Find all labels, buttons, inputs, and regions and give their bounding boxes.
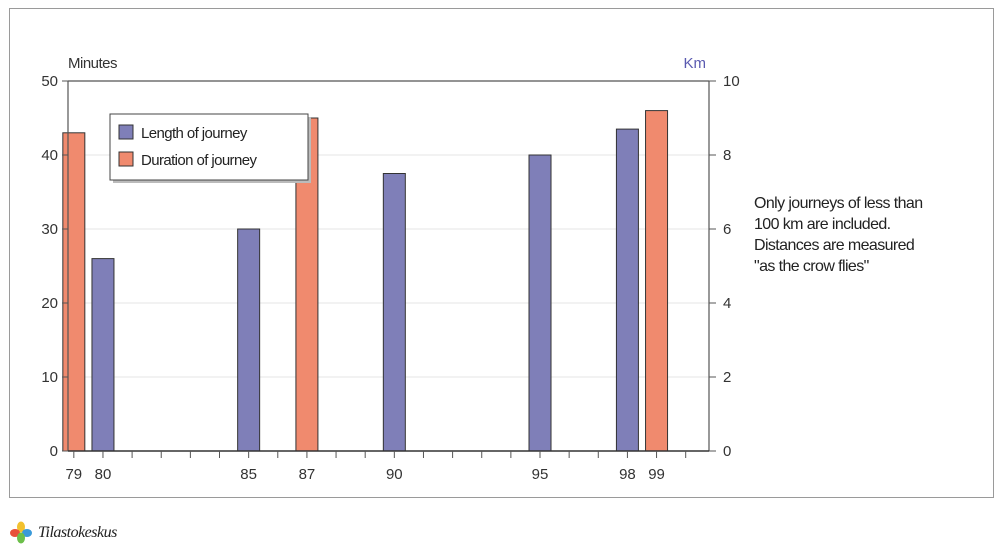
legend-label-0: Length of journey <box>141 125 248 142</box>
note-line-4: "as the crow flies" <box>754 258 869 275</box>
x-tick-label-90: 90 <box>386 466 403 483</box>
chart-note: Only journeys of less than 100 km are in… <box>754 193 994 277</box>
right-tick-label: 4 <box>723 295 731 312</box>
right-tick-label: 10 <box>723 73 740 90</box>
logo-text: Tilastokeskus <box>38 524 117 541</box>
legend-swatch-0 <box>118 124 134 140</box>
left-axis-label: Minutes <box>68 55 117 72</box>
left-tick-label: 0 <box>50 443 58 460</box>
left-tick-label: 30 <box>41 221 58 238</box>
bar-length-80 <box>91 258 115 452</box>
bar-length-85 <box>237 228 261 452</box>
note-line-2: 100 km are included. <box>754 216 891 233</box>
right-axis-label: Km <box>684 55 707 72</box>
left-tick-label: 20 <box>41 295 58 312</box>
left-tick-label: 10 <box>41 369 58 386</box>
flower-logo-icon <box>10 521 32 544</box>
bar-duration-99 <box>645 110 669 452</box>
bar-duration-79 <box>62 132 86 452</box>
x-tick-label-87: 87 <box>299 466 316 483</box>
bar-length-95 <box>528 154 552 452</box>
x-tick-label-85: 85 <box>240 466 257 483</box>
note-line-1: Only journeys of less than <box>754 195 923 212</box>
right-tick-label: 8 <box>723 147 731 164</box>
chart-frame <box>9 8 994 498</box>
right-tick-label: 0 <box>723 443 731 460</box>
legend-label-1: Duration of journey <box>141 152 257 169</box>
bar-length-90 <box>382 173 406 452</box>
x-tick-label-99: 99 <box>648 466 665 483</box>
left-tick-label: 50 <box>41 73 58 90</box>
right-tick-label: 6 <box>723 221 731 238</box>
bar-length-98 <box>615 128 639 452</box>
logo: Tilastokeskus <box>10 520 117 546</box>
left-tick-label: 40 <box>41 147 58 164</box>
x-tick-label-98: 98 <box>619 466 636 483</box>
x-tick-label-80: 80 <box>95 466 112 483</box>
x-tick-label-95: 95 <box>532 466 549 483</box>
legend-box <box>109 113 309 181</box>
note-line-3: Distances are measured <box>754 237 915 254</box>
x-tick-label-79: 79 <box>65 466 82 483</box>
legend-swatch-1 <box>118 151 134 167</box>
right-tick-label: 2 <box>723 369 731 386</box>
